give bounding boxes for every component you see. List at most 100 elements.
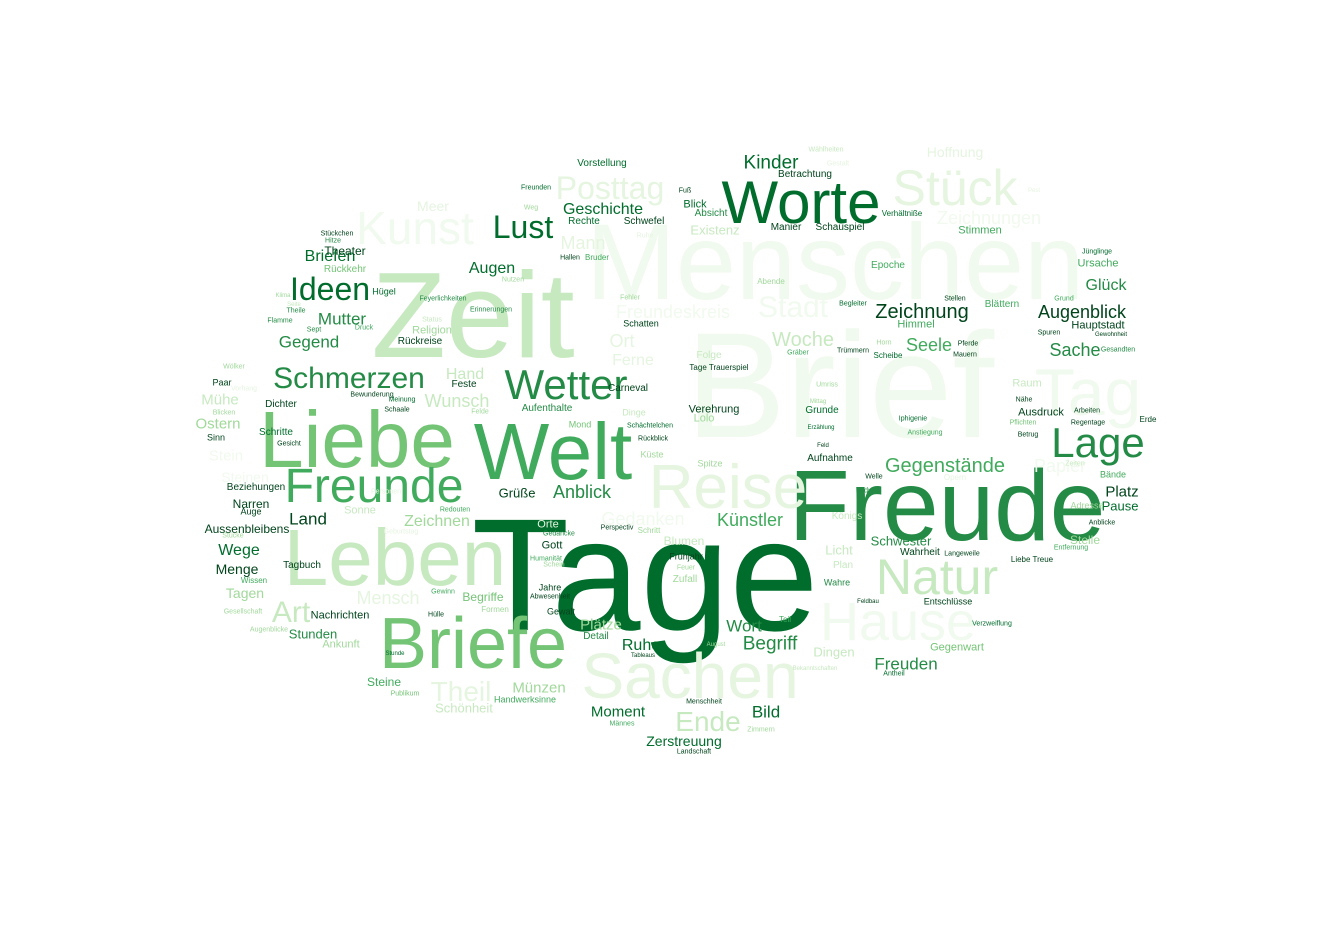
cloud-word: Rückreise <box>397 336 443 347</box>
cloud-word: Bild <box>751 702 781 722</box>
cloud-word: Stückchen <box>320 230 354 238</box>
cloud-word: Reise <box>648 453 808 522</box>
cloud-word: Küste <box>640 449 664 460</box>
cloud-word: Felde <box>471 408 489 416</box>
cloud-word: Wahrheit <box>900 547 940 558</box>
cloud-word: Nutzen <box>501 276 525 284</box>
cloud-word: Schaale <box>384 406 410 414</box>
cloud-word: Mauern <box>953 351 977 359</box>
cloud-word: Gräber <box>787 349 809 357</box>
cloud-word: Augenblicke <box>249 626 289 634</box>
cloud-word: Schmerzen <box>273 362 425 395</box>
cloud-word: Hülle <box>428 611 444 619</box>
cloud-word: Mond <box>568 419 592 430</box>
cloud-word: Zerstreuung <box>646 733 722 749</box>
cloud-word: Schein <box>543 561 565 569</box>
cloud-word: Zeit <box>371 247 575 383</box>
cloud-word: Menschheit <box>686 698 722 706</box>
cloud-word: Fehler <box>620 294 640 302</box>
cloud-word: Liebe Treue <box>1010 555 1054 564</box>
cloud-word: Hallen <box>560 254 580 262</box>
cloud-word: Fuß <box>678 187 692 195</box>
cloud-word: Sept <box>306 326 322 334</box>
cloud-word: Carneval <box>607 383 649 394</box>
cloud-word: Weg <box>523 204 539 212</box>
cloud-word: Hauptstadt <box>1071 319 1125 332</box>
cloud-word: Steine <box>366 675 402 689</box>
cloud-word: Augenblick <box>1037 302 1127 322</box>
cloud-word: Folge <box>696 350 722 361</box>
cloud-word: Opern <box>943 473 967 482</box>
cloud-word: Himmel <box>897 318 935 331</box>
cloud-word: Gegend <box>278 332 340 352</box>
cloud-word: Freude <box>788 450 1106 562</box>
cloud-word: Augen <box>468 260 516 277</box>
cloud-word: Natur <box>875 549 999 605</box>
cloud-word: Plätze <box>580 616 622 634</box>
cloud-word: Lage <box>1051 419 1145 466</box>
cloud-word: Gewohnheit <box>1094 332 1128 338</box>
cloud-word: Tableaus <box>630 653 656 659</box>
cloud-word: Erzählung <box>807 425 835 431</box>
cloud-word: Ruhe <box>636 232 654 240</box>
cloud-word: Vorhang <box>230 385 258 393</box>
cloud-word: Wort <box>726 616 762 636</box>
cloud-word: Perspectiv <box>600 524 634 532</box>
cloud-word: Betrachtung <box>778 169 832 180</box>
cloud-word: Lolo <box>693 412 715 425</box>
cloud-word: Bruder <box>584 253 610 262</box>
cloud-word: Brief <box>685 301 995 469</box>
cloud-word: Stunde <box>385 651 405 657</box>
cloud-word: Grunde <box>805 405 839 416</box>
cloud-word: Jahre <box>538 582 562 593</box>
cloud-word: Dingen <box>813 644 855 660</box>
cloud-word: Wunsch <box>424 391 490 411</box>
cloud-word: Königs <box>831 511 863 522</box>
cloud-word: Schauspiel <box>815 222 865 233</box>
cloud-word: Freunden <box>521 184 551 192</box>
cloud-word: Pflichten <box>1009 419 1037 427</box>
cloud-word: Frühjahr <box>669 551 703 562</box>
cloud-word: Ostern <box>195 415 241 433</box>
cloud-word: Antheil <box>883 670 905 678</box>
cloud-word: Stück <box>892 160 1018 216</box>
cloud-word: Wölker <box>223 363 245 371</box>
cloud-word: Zufall <box>672 574 698 585</box>
cloud-word: Platz <box>1105 483 1139 501</box>
cloud-word: Feuer <box>676 564 696 572</box>
cloud-word: Zeiten <box>1065 460 1085 468</box>
cloud-word: Gesicht <box>277 440 301 448</box>
cloud-word: Langeweile <box>944 550 980 558</box>
cloud-word: Ausdruck <box>1018 406 1064 419</box>
cloud-word: Verehrung <box>688 403 740 416</box>
cloud-word: Erde <box>1139 415 1157 424</box>
cloud-word: Hoffnung <box>926 144 984 160</box>
cloud-word: Zeichnungen <box>936 208 1042 228</box>
cloud-word: Stunden <box>288 626 338 642</box>
cloud-word: Papier <box>1033 456 1087 476</box>
cloud-word: Welle <box>865 473 883 481</box>
cloud-word: Ferne <box>612 352 654 369</box>
cloud-word: Wissen <box>240 576 268 585</box>
cloud-word: Blumen <box>663 534 705 548</box>
cloud-word: Arbeiten <box>1073 407 1101 415</box>
cloud-word: Plan <box>832 560 854 571</box>
cloud-word: Schwefel <box>623 216 665 227</box>
cloud-word: Licht <box>825 542 853 558</box>
cloud-word: Männes <box>609 720 635 728</box>
cloud-word: Spitze <box>697 458 723 469</box>
cloud-word: Sache <box>1049 340 1101 360</box>
cloud-word: Hitze <box>325 237 341 245</box>
cloud-word: Ankunft <box>322 638 360 651</box>
cloud-word: Stadt <box>757 291 829 324</box>
cloud-word: Schritte <box>259 427 293 438</box>
cloud-word: Landschaft <box>676 748 712 756</box>
cloud-word: Scheibe <box>873 351 903 360</box>
cloud-word: Trümmern <box>836 347 870 355</box>
cloud-word: Gott <box>541 539 563 552</box>
cloud-word: Worte <box>721 169 881 236</box>
cloud-word: Gesellschaft <box>223 608 263 616</box>
cloud-word: Begleiter <box>839 300 867 308</box>
cloud-word: Verzweiflung <box>972 620 1012 628</box>
